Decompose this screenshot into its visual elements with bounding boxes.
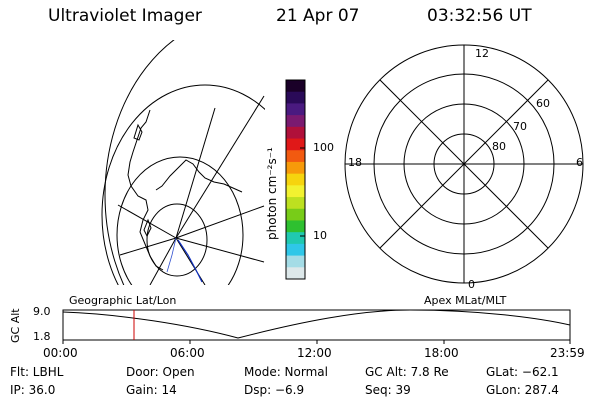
date-text: 21 Apr 07 xyxy=(276,6,360,26)
status-gcalt: GC Alt: 7.8 Re xyxy=(365,365,449,379)
timeline-panel xyxy=(62,309,571,344)
status-ip: IP: 36.0 xyxy=(10,383,56,397)
status-flt: Flt: LBHL xyxy=(10,365,64,379)
colorbar-swatch xyxy=(286,220,305,233)
status-door: Door: Open xyxy=(126,365,195,379)
timeline-left-title: Geographic Lat/Lon xyxy=(69,294,177,307)
lat-circle xyxy=(116,156,244,285)
lat-label-70: 70 xyxy=(513,120,527,133)
coastline xyxy=(155,159,243,193)
x-tick-1200: 12:00 xyxy=(297,346,332,360)
colorbar-swatch xyxy=(286,126,305,140)
coastline xyxy=(127,109,164,271)
colorbar-swatch xyxy=(286,197,305,210)
status-gain: Gain: 14 xyxy=(126,383,177,397)
color-bar xyxy=(285,79,306,280)
lat-circle xyxy=(146,203,208,277)
timeline-y-tick-top: 9.0 xyxy=(33,305,51,318)
colorbar-swatch xyxy=(286,91,305,104)
timeline-right-title: Apex MLat/MLT xyxy=(424,294,507,307)
meridian xyxy=(175,107,216,239)
status-glat: GLat: −62.1 xyxy=(486,365,559,379)
lat-label-60: 60 xyxy=(536,97,550,110)
x-tick-2359: 23:59 xyxy=(550,346,585,360)
meridian xyxy=(119,237,177,256)
status-dsp: Dsp: −6.9 xyxy=(244,383,305,397)
colorbar-swatch xyxy=(286,243,305,257)
meridian xyxy=(175,205,265,239)
colorbar-swatch xyxy=(286,115,305,128)
colorbar-swatch xyxy=(286,103,305,116)
colorbar-swatch xyxy=(286,185,305,198)
colorbar-swatch xyxy=(286,138,305,151)
colorbar-tick-100: 100 xyxy=(313,141,334,154)
x-tick-0000: 00:00 xyxy=(43,346,78,360)
coastline xyxy=(143,218,152,238)
polar-plot xyxy=(344,44,584,284)
sub-satellite-track xyxy=(177,239,203,283)
coastline xyxy=(133,123,143,141)
mlt-label-0: 0 xyxy=(468,278,475,291)
mlt-label-18: 18 xyxy=(348,156,362,169)
mlt-label-6: 6 xyxy=(576,156,583,169)
colorbar-unit-label: photon cm⁻²s⁻¹ xyxy=(265,147,279,240)
geographic-map xyxy=(101,40,265,285)
colorbar-tick-10: 10 xyxy=(313,229,327,242)
colorbar-swatch xyxy=(286,161,305,175)
lat-circle xyxy=(101,84,265,285)
mlt-label-12: 12 xyxy=(475,47,489,60)
meridian xyxy=(149,237,177,285)
colorbar-swatch xyxy=(286,173,305,186)
meridian xyxy=(175,237,265,263)
status-glon: GLon: 287.4 xyxy=(486,383,559,397)
lat-label-80: 80 xyxy=(492,140,506,153)
timeline-y-label: GC Alt xyxy=(9,308,22,343)
meridian xyxy=(175,95,265,239)
lat-circle xyxy=(104,40,175,285)
x-tick-1800: 18:00 xyxy=(424,346,459,360)
colorbar-swatch xyxy=(286,255,305,268)
colorbar-swatch xyxy=(286,80,305,93)
altitude-curve xyxy=(62,309,571,339)
title-text: Ultraviolet Imager xyxy=(48,6,202,26)
colorbar-swatch xyxy=(286,150,305,163)
timeline-y-tick-bottom: 1.8 xyxy=(33,330,51,343)
x-tick-0600: 06:00 xyxy=(170,346,205,360)
status-mode: Mode: Normal xyxy=(244,365,328,379)
status-seq: Seq: 39 xyxy=(365,383,411,397)
time-text: 03:32:56 UT xyxy=(427,6,532,26)
mlt-line-diag xyxy=(379,79,549,249)
colorbar-swatch xyxy=(286,232,305,245)
colorbar-swatch xyxy=(286,208,305,221)
colorbar-swatch xyxy=(286,267,305,280)
